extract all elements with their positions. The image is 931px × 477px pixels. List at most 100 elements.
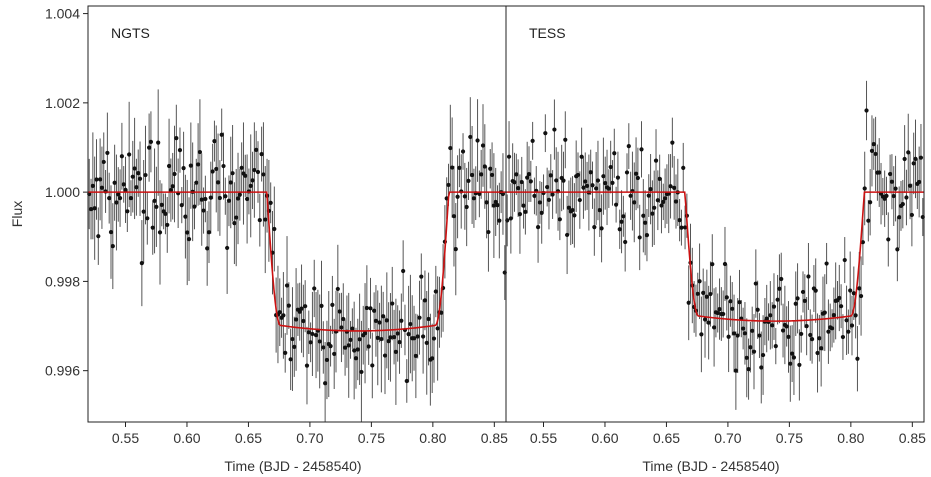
tess-data-point [773,344,778,349]
tess-data-point [512,180,517,185]
tess-data-point [721,311,726,317]
ngts-data-point [431,336,437,341]
tess-data-point [632,200,637,205]
ngts-data-point [332,351,337,357]
ngts-x-tick-label: 0.70 [296,430,323,446]
ngts-data-point [117,196,123,201]
tess-data-point [592,225,597,230]
ngts-data-point [123,187,128,192]
ngts-data-point [112,180,117,185]
ngts-data-point [150,225,155,230]
ngts-data-point [328,344,333,349]
tess-data-point [566,205,572,210]
tess-data-point [662,196,668,201]
ngts-data-point [342,345,348,350]
tess-data-point [728,299,733,304]
tess-data-point [508,216,513,221]
tess-data-point [877,170,882,175]
tess-data-point [672,185,677,190]
tess-data-point [565,232,570,238]
ngts-data-point [90,183,95,188]
tess-x-tick-label: 0.80 [837,430,864,446]
tess-data-point [519,179,524,185]
tess-data-point [583,179,588,184]
tess-data-point [584,183,590,189]
tess-data-point [806,274,811,279]
ngts-data-point [163,211,168,216]
ngts-data-point [141,209,146,214]
ngts-data-point [484,200,489,205]
tess-data-point [786,334,791,340]
ngts-data-point [130,174,135,179]
tess-x-tick-label: 0.55 [530,430,557,446]
tess-data-point [884,193,889,198]
ngts-data-point [430,356,435,361]
ngts-data-point [174,135,179,141]
ngts-data-point [303,304,308,309]
ngts-data-point [170,184,175,189]
ngts-data-point [390,301,395,306]
ngts-data-point [377,320,382,325]
ngts-data-point [450,165,455,170]
tess-data-point [840,334,846,340]
tess-data-point [563,137,568,142]
tess-data-point [615,175,621,180]
tess-data-point [895,247,900,252]
tess-data-point [659,203,664,208]
tess-data-point [603,181,608,186]
y-tick-label: 0.996 [45,363,80,379]
ngts-data-point [330,302,335,308]
tess-data-point [514,172,519,177]
tess-data-point [633,171,639,176]
ngts-data-point [339,325,344,330]
tess-data-point [581,185,586,190]
tess-data-point [760,352,766,358]
ngts-data-point [243,173,248,178]
tess-data-point [844,318,849,323]
tess-data-point [784,324,789,329]
tess-data-point [614,202,619,207]
ngts-data-point [208,195,213,200]
tess-data-point [572,213,577,218]
ngts-data-point [261,172,266,177]
ngts-data-point [324,357,330,363]
ngts-data-point [237,192,242,197]
ngts-panel-label: NGTS [111,25,150,41]
ngts-data-point [350,326,355,331]
ngts-data-point [201,208,206,213]
ngts-data-point [143,172,148,178]
tess-data-point [779,276,784,282]
ngts-errorbars [88,89,506,422]
tess-data-point [621,214,626,219]
tess-data-point [871,142,876,147]
tess-data-point [724,295,729,300]
tess-x-tick-group: 0.55 0.60 0.65 0.70 0.75 0.80 0.85 [530,422,926,446]
ngts-x-tick-label: 0.80 [419,430,446,446]
tess-data-point [744,355,749,360]
ngts-data-point [199,197,204,202]
tess-data-point [742,331,748,336]
tess-data-point [855,356,860,361]
ngts-data-point [217,195,222,201]
tess-data-point [889,179,895,184]
tess-data-point [770,323,775,328]
tess-data-point [650,211,655,216]
ngts-data-point [257,217,262,223]
ngts-data-point [116,192,121,197]
ngts-data-point [480,143,486,148]
tess-data-point [617,227,622,232]
ngts-data-point [139,261,144,266]
ngts-x-axis-title: Time (BJD - 2458540) [224,458,361,474]
tess-data-point [623,239,628,245]
tess-data-point [561,178,566,183]
tess-data-point [893,186,898,191]
ngts-data-point [177,148,183,153]
ngts-data-point [203,196,208,202]
ngts-data-point [156,140,161,145]
tess-data-point [822,310,827,315]
tess-data-point [775,297,780,302]
tess-data-point [906,150,911,155]
tess-data-point [554,178,559,183]
ngts-data-point [154,204,159,209]
